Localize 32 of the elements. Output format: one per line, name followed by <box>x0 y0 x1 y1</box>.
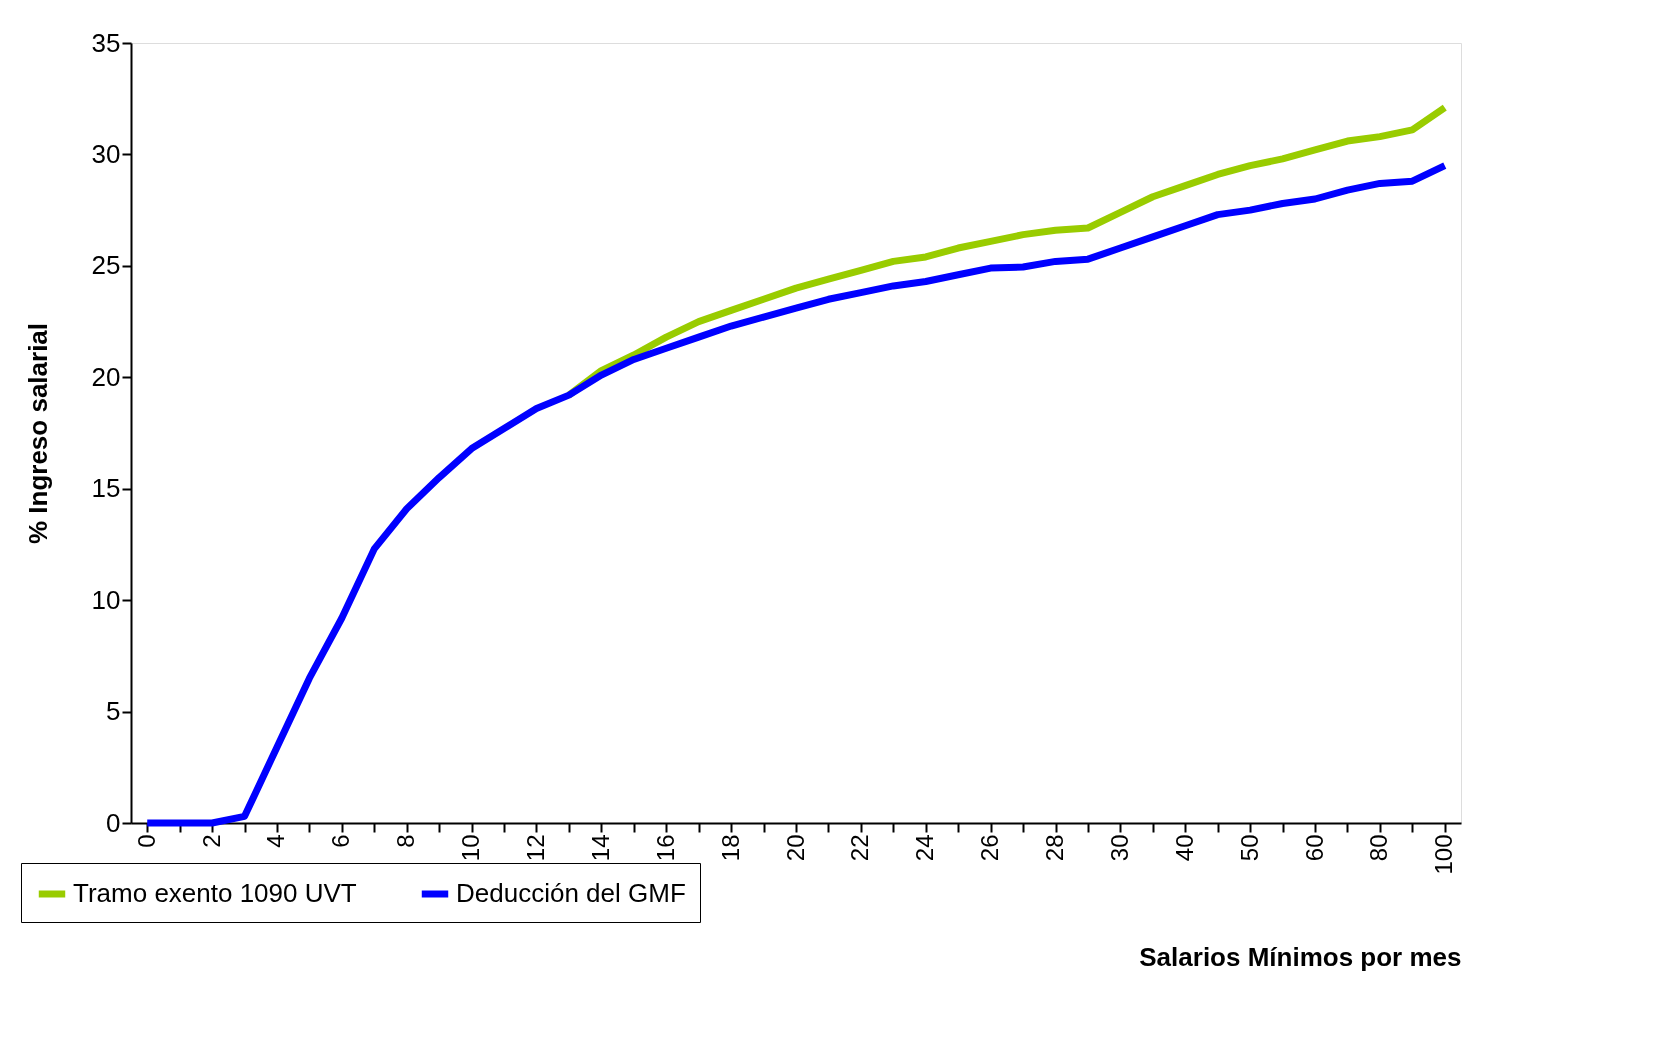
x-tick-label: 10 <box>457 834 485 862</box>
x-tick-label: 20 <box>781 834 809 862</box>
y-tick-label: 10 <box>91 584 121 615</box>
x-tick-label: 60 <box>1300 834 1328 862</box>
legend-label: Deducción del GMF <box>456 878 686 908</box>
x-tick-label: 6 <box>327 834 355 848</box>
x-tick-label: 12 <box>521 834 549 862</box>
x-tick-label: 100 <box>1430 834 1458 875</box>
x-tick-label: 26 <box>976 834 1004 862</box>
x-tick-label: 24 <box>911 834 939 862</box>
y-tick-label: 5 <box>106 696 121 727</box>
x-tick-label: 80 <box>1365 834 1393 862</box>
x-tick-label: 40 <box>1170 834 1198 862</box>
x-axis-title: Salarios Mínimos por mes <box>1139 941 1462 972</box>
y-tick-label: 30 <box>91 138 121 169</box>
y-tick-label: 35 <box>91 27 121 58</box>
y-axis-title: % Ingreso salarial <box>22 322 53 545</box>
y-tick-label: 15 <box>91 473 121 504</box>
x-tick-label: 14 <box>586 834 614 862</box>
x-tick-label: 8 <box>392 834 420 848</box>
x-tick-label: 50 <box>1235 834 1263 862</box>
y-tick-label: 25 <box>91 250 121 281</box>
legend-label: Tramo exento 1090 UVT <box>73 878 357 908</box>
x-tick-label: 2 <box>197 834 225 848</box>
x-tick-label: 18 <box>716 834 744 862</box>
x-tick-label: 28 <box>1041 834 1069 862</box>
x-tick-label: 22 <box>846 834 874 862</box>
x-tick-label: 16 <box>651 834 679 862</box>
x-tick-label: 4 <box>262 834 290 848</box>
y-tick-label: 20 <box>91 361 121 392</box>
x-tick-label: 0 <box>132 834 160 848</box>
x-tick-label: 30 <box>1105 834 1133 862</box>
